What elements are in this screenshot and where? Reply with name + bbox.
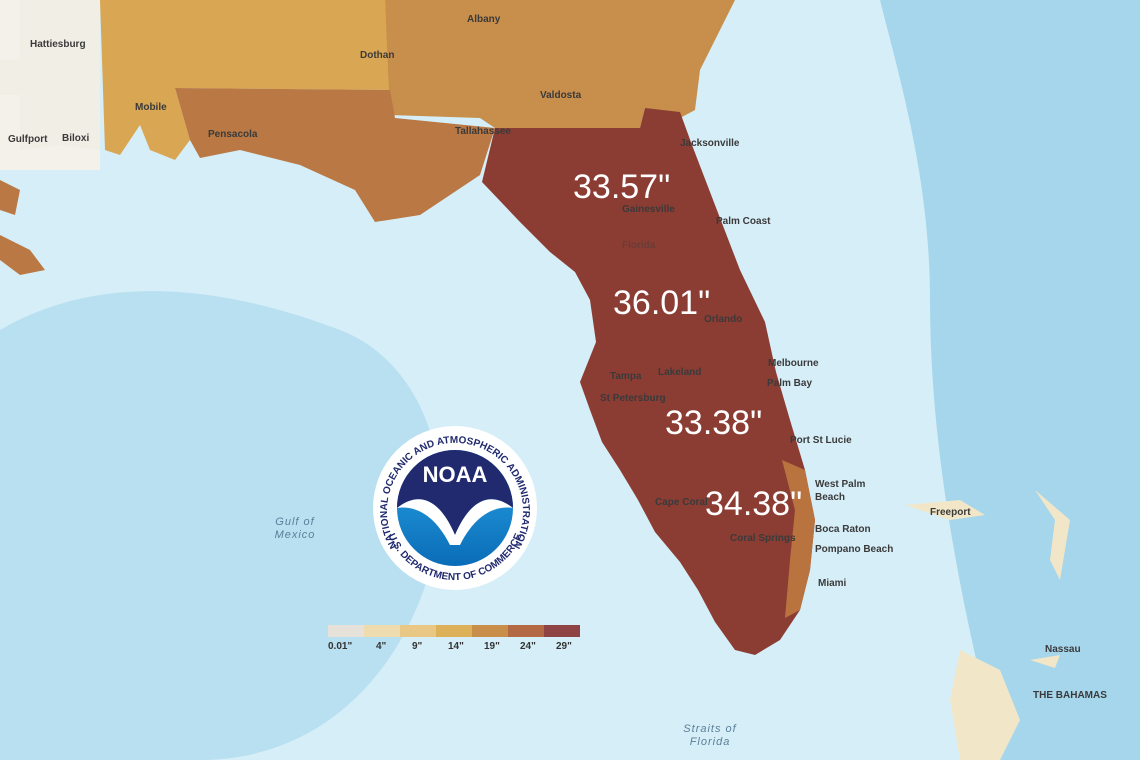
place-label: Port St Lucie <box>790 435 852 446</box>
place-line: Gainesville <box>622 204 675 215</box>
legend-swatch <box>544 625 580 637</box>
noaa-logo: NOAA NATIONAL OCEANIC AND ATMOSPHERIC AD… <box>373 426 537 590</box>
place-label: Jacksonville <box>680 138 740 149</box>
place-label: Gulf of Mexico <box>275 516 316 541</box>
legend-swatch <box>508 625 544 637</box>
logo-name: NOAA <box>423 462 488 487</box>
region-southeast-coast <box>782 460 815 618</box>
place-line: Pompano Beach <box>815 544 893 555</box>
place-label: Valdosta <box>540 90 582 101</box>
rainfall-total: 33.38" <box>665 404 762 442</box>
legend-label: 0.01" <box>328 641 352 652</box>
place-line: Biloxi <box>62 133 89 144</box>
place-line: Albany <box>467 14 501 25</box>
place-line: Coral Springs <box>730 533 796 544</box>
place-line: Palm Coast <box>716 216 771 227</box>
legend-label: 4" <box>376 641 387 652</box>
legend-label: 9" <box>412 641 423 652</box>
place-line: Boca Raton <box>815 524 871 535</box>
place-line: THE BAHAMAS <box>1033 690 1107 701</box>
legend-swatch <box>328 625 364 637</box>
place-label: Dothan <box>360 50 394 61</box>
place-line: Orlando <box>704 314 742 325</box>
legend-label: 29" <box>556 641 572 652</box>
place-label: Orlando <box>704 314 742 325</box>
region-alabama <box>100 0 390 160</box>
place-label: Biloxi <box>62 133 89 144</box>
place-label: Hattiesburg <box>30 39 86 50</box>
place-label: Gulfport <box>8 134 48 145</box>
place-label: St Petersburg <box>600 393 666 404</box>
legend-label: 19" <box>484 641 500 652</box>
place-label: Boca Raton <box>815 524 871 535</box>
place-label: Palm Bay <box>767 378 812 389</box>
place-label: Melbourne <box>768 358 819 369</box>
place-label: Tallahassee <box>455 126 511 137</box>
bahamas-islands <box>905 490 1070 760</box>
place-line: Hattiesburg <box>30 39 86 50</box>
place-line: Nassau <box>1045 644 1081 655</box>
rainfall-total: 36.01" <box>613 284 710 322</box>
place-label: Pensacola <box>208 129 258 140</box>
place-label: West Palm Beach <box>815 479 865 503</box>
legend-swatch <box>436 625 472 637</box>
place-line: Melbourne <box>768 358 819 369</box>
florida <box>482 108 815 655</box>
place-line: Port St Lucie <box>790 435 852 446</box>
place-line: Freeport <box>930 507 971 518</box>
place-line: Straits of <box>683 723 736 735</box>
legend-swatch <box>364 625 400 637</box>
place-label: Cape Coral <box>655 497 708 508</box>
place-line: Beach <box>815 492 845 503</box>
place-line: West Palm <box>815 479 865 490</box>
place-label: Miami <box>818 578 847 589</box>
legend-swatch <box>400 625 436 637</box>
place-label: Lakeland <box>658 367 701 378</box>
place-line: Valdosta <box>540 90 582 101</box>
place-label: Straits of Florida <box>683 723 736 748</box>
place-label: Tampa <box>610 371 642 382</box>
place-label: Pompano Beach <box>815 544 893 555</box>
place-line: Mobile <box>135 102 167 113</box>
region-mississippi <box>0 0 100 150</box>
logo-gull <box>397 499 513 545</box>
place-label: Florida <box>622 240 656 251</box>
legend-swatch <box>472 625 508 637</box>
legend-label: 14" <box>448 641 464 652</box>
place-label: Coral Springs <box>730 533 796 544</box>
place-line: Florida <box>690 736 731 748</box>
region-louisiana <box>0 180 45 275</box>
place-label: Nassau <box>1045 644 1081 655</box>
rainfall-total: 33.57" <box>573 168 670 206</box>
place-line: St Petersburg <box>600 393 666 404</box>
place-label: THE BAHAMAS <box>1033 690 1107 701</box>
place-line: Miami <box>818 578 847 589</box>
place-label: Albany <box>467 14 501 25</box>
place-line: Pensacola <box>208 129 258 140</box>
place-line: Gulf of <box>275 516 314 528</box>
place-label: Freeport <box>930 507 971 518</box>
place-label: Palm Coast <box>716 216 771 227</box>
place-line: Tampa <box>610 371 642 382</box>
region-panhandle <box>175 88 495 222</box>
place-label: Gainesville <box>622 204 675 215</box>
place-line: Gulfport <box>8 134 48 145</box>
place-line: Florida <box>622 240 656 251</box>
legend-label: 24" <box>520 641 536 652</box>
rainfall-total: 34.38" <box>705 485 802 523</box>
place-label: Mobile <box>135 102 167 113</box>
place-line: Jacksonville <box>680 138 740 149</box>
place-line: Tallahassee <box>455 126 511 137</box>
place-line: Lakeland <box>658 367 701 378</box>
logo-top <box>397 450 513 535</box>
place-line: Palm Bay <box>767 378 812 389</box>
region-georgia <box>385 0 735 128</box>
deep-atlantic <box>880 0 1140 760</box>
place-line: Mexico <box>275 529 316 541</box>
place-line: Dothan <box>360 50 394 61</box>
deep-gulf <box>0 291 441 760</box>
place-line: Cape Coral <box>655 497 708 508</box>
